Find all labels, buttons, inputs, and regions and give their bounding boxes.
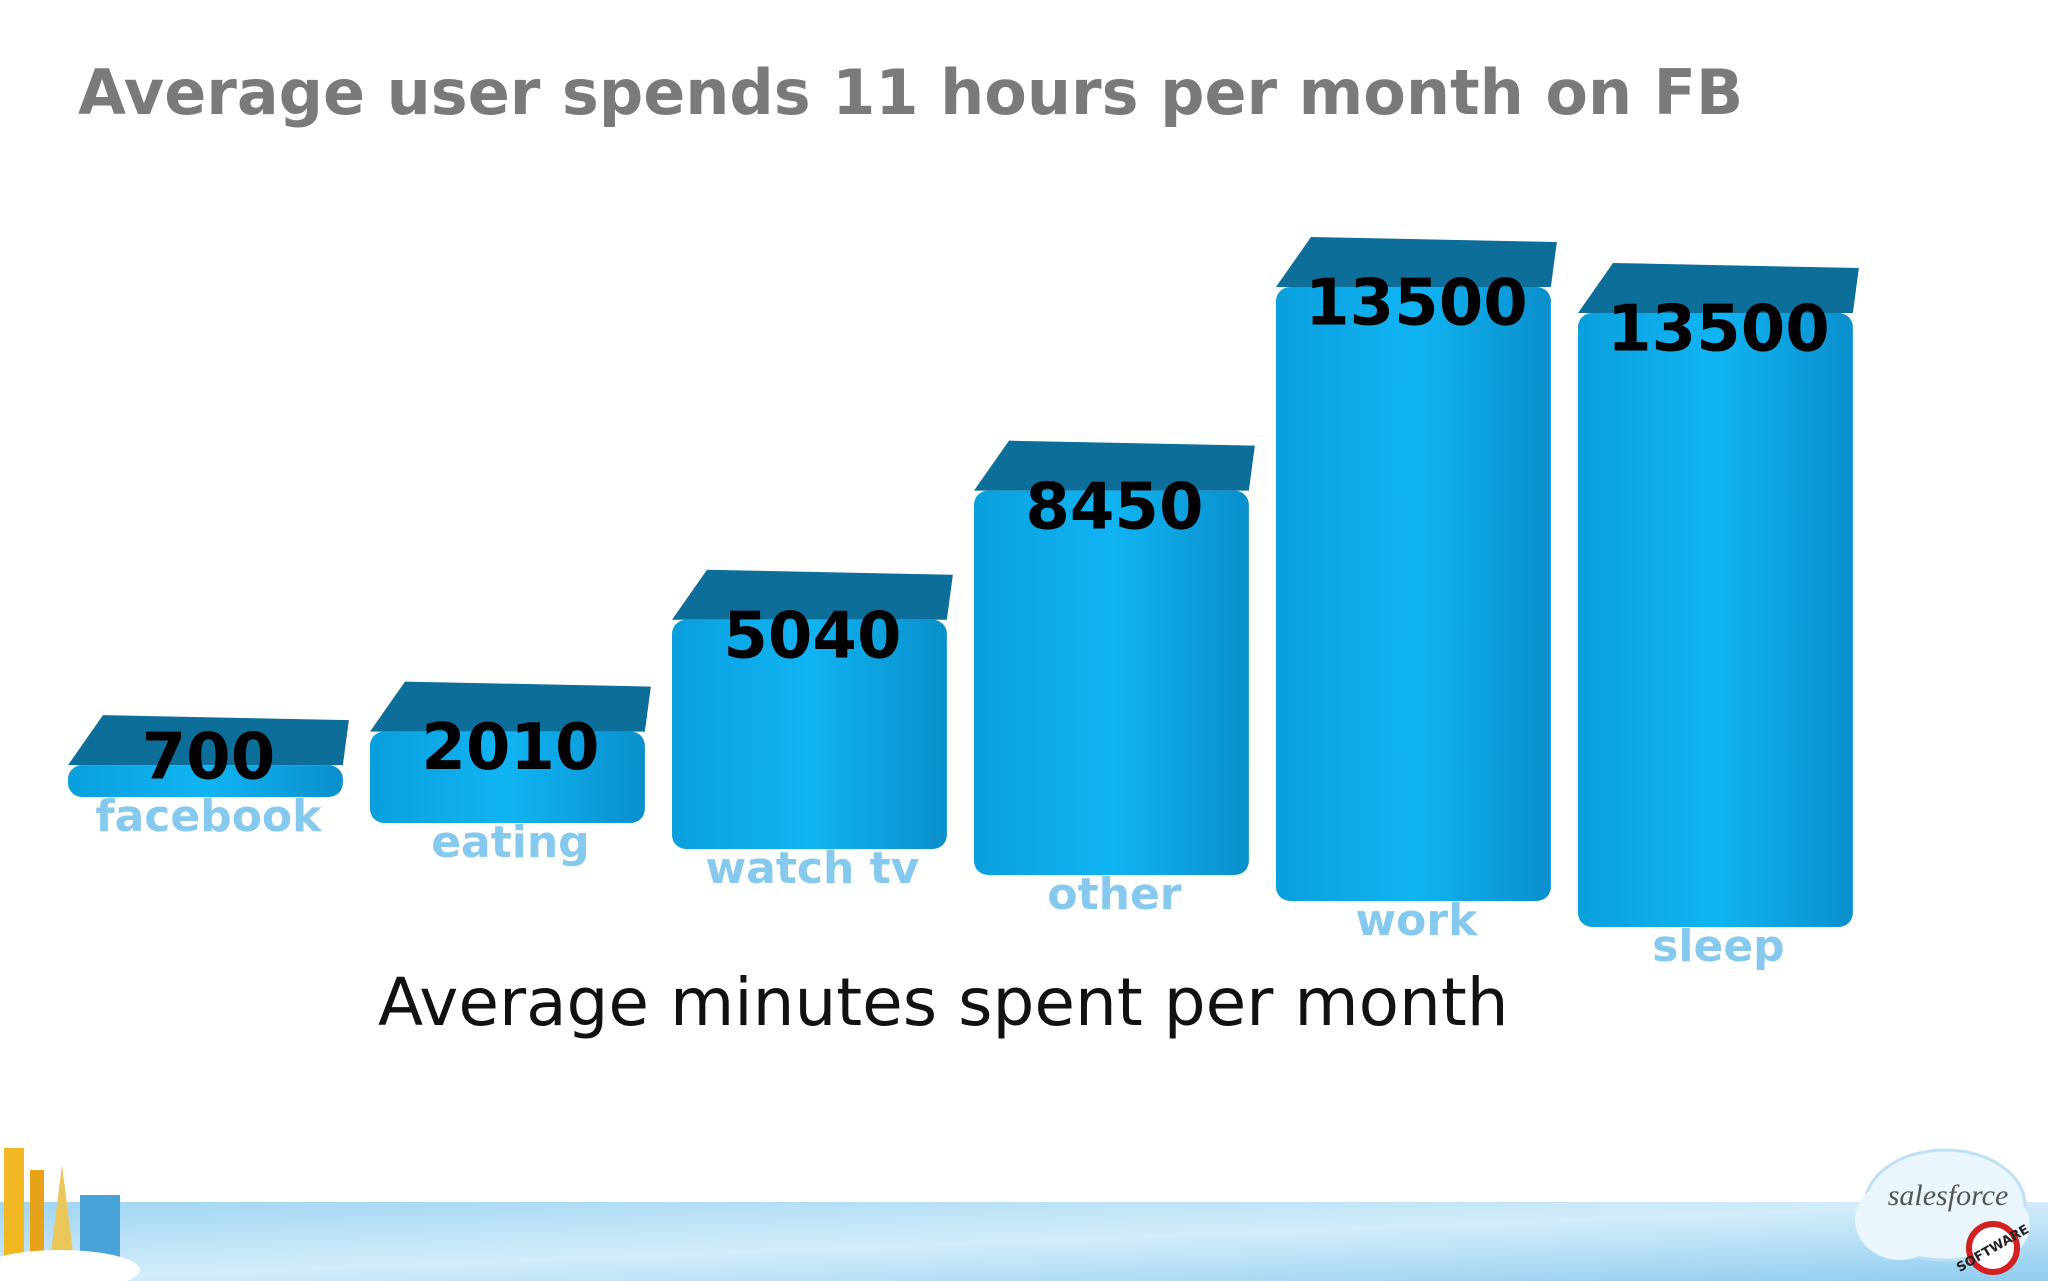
value-label: 700: [142, 721, 276, 795]
chart-title: Average user spends 11 hours per month o…: [78, 56, 1743, 129]
x-tick-label: watch tv: [706, 843, 920, 894]
bar-top: [370, 681, 651, 732]
bar: [370, 731, 645, 823]
axis-caption: Average minutes spent per month: [378, 964, 1509, 1041]
value-label: 8450: [1025, 470, 1203, 544]
bar-top: [672, 569, 953, 620]
x-tick-label: sleep: [1652, 921, 1784, 972]
value-label: 2010: [421, 711, 599, 785]
value-label: 5040: [723, 599, 901, 673]
bar-top: [1578, 263, 1859, 313]
bar: [68, 765, 343, 797]
bar: [974, 490, 1249, 875]
bar-top: [68, 715, 349, 766]
x-tick-label: other: [1047, 869, 1181, 920]
x-tick-label: work: [1356, 895, 1480, 946]
footer-band: [0, 1202, 2048, 1281]
x-tick-label: eating: [431, 817, 589, 868]
bar-top: [974, 440, 1255, 491]
bar-top: [1276, 237, 1557, 287]
logo-text: salesforce: [1888, 1179, 2009, 1212]
value-label: 13500: [1305, 267, 1528, 341]
bar: [1578, 313, 1853, 927]
value-label: 13500: [1607, 293, 1830, 367]
salesforce-logo: salesforce SOFTWARE: [1855, 1148, 2032, 1276]
x-tick-label: facebook: [95, 791, 323, 842]
bar: [672, 619, 947, 849]
city-logo: [0, 1148, 140, 1281]
bar: [1276, 287, 1551, 901]
